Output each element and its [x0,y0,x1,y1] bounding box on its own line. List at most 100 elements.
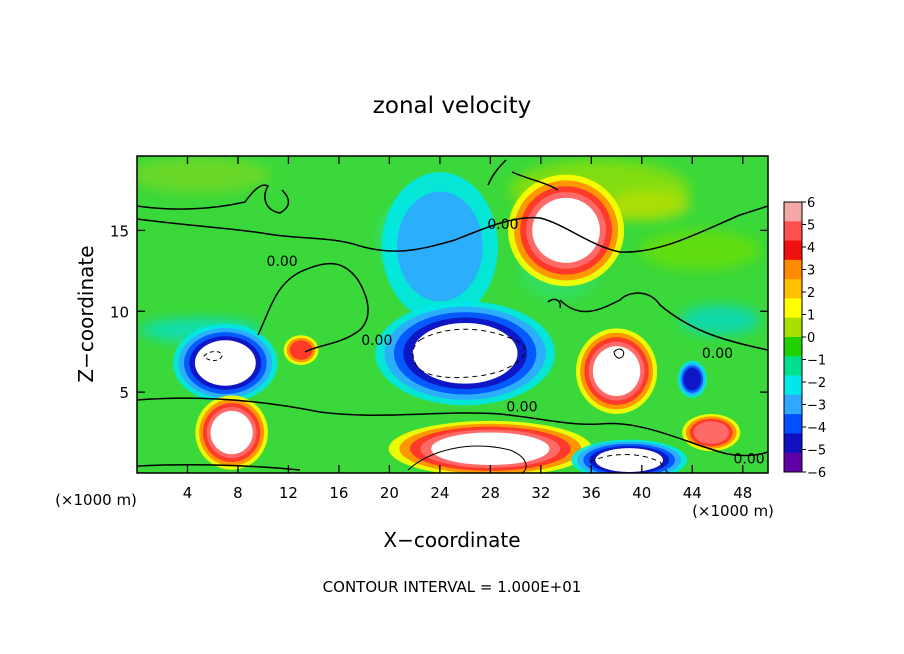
velocity-feature [283,335,319,365]
velocity-field [137,157,760,473]
velocity-contour-band [683,367,702,391]
x-tick-label: 12 [279,484,298,502]
x-tick-label: 24 [430,484,449,502]
contour-line [589,454,669,473]
contour-line [487,159,559,191]
chart-title: zonal velocity [373,93,531,119]
contour-line [137,184,290,214]
x-unit-left: (×1000 m) [55,491,137,509]
colorbar-swatch [784,298,802,319]
colorbar-swatch [784,221,802,242]
velocity-feature [571,439,688,473]
field-shading [610,190,690,220]
colorbar-swatch [784,394,802,415]
y-axis: 5 10 15 [110,222,768,402]
velocity-contour-band [194,340,256,386]
x-tick-label: 32 [531,484,550,502]
x-tick-label: 16 [329,484,348,502]
colorbar-swatch [784,259,802,280]
plot-frame [136,155,769,474]
contour-line [613,348,625,359]
field-shading [137,157,270,193]
velocity-feature [677,360,707,398]
velocity-contour-band [431,432,550,465]
colorbar-swatch [784,433,802,454]
x-tick-label: 44 [683,484,702,502]
colorbar-tick-label: 6 [807,196,815,211]
velocity-feature [195,395,268,470]
colorbar-swatch [784,356,802,377]
contour-line [137,397,768,457]
velocity-contour-band [210,410,253,455]
y-tick-label: 5 [119,384,129,402]
field-shading [640,230,760,270]
colorbar-tick-label: 2 [807,286,815,301]
colorbar-tick-label: 1 [807,309,815,324]
contour-line [547,298,562,309]
contour-label: 0.00 [361,333,392,349]
colorbar-tick-label: −3 [807,399,826,414]
contour-line [137,205,768,253]
contour-line [137,464,301,471]
x-axis: 4 8 12 16 20 24 28 32 36 40 44 48 [183,156,752,502]
contour-line [559,292,768,351]
velocity-contour-band [412,322,518,384]
y-axis-label: Z−coordinate [74,245,98,382]
velocity-contour-band [396,191,483,302]
x-tick-label: 8 [233,484,243,502]
contour-line [203,351,223,361]
velocity-contour-band [592,346,641,397]
velocity-contour-band [289,340,313,360]
colorbar: 6 5 4 3 2 1 0 −1 −2 −3 −4 −5 −6 [783,196,826,481]
colorbar-tick-label: 5 [807,219,815,234]
colorbar-tick-label: 4 [807,241,815,256]
colorbar-swatch [784,375,802,396]
velocity-feature [682,413,741,452]
x-unit-right: (×1000 m) [692,502,774,520]
velocity-feature [508,174,625,287]
plot-area: 0.00 0.00 0.00 0.00 0.00 0.00 [136,155,769,474]
x-tick-label: 28 [481,484,500,502]
colorbar-swatch [784,414,802,434]
velocity-contour-band [693,421,729,444]
colorbar-swatch [784,452,802,473]
velocity-contour-band [595,448,664,472]
x-tick-label: 40 [632,484,651,502]
colorbar-tick-label: −5 [807,444,826,459]
colorbar-tick-label: 0 [807,331,815,346]
velocity-feature [173,323,278,403]
velocity-feature [575,328,658,414]
velocity-feature [381,172,498,321]
colorbar-swatch [784,317,802,338]
contour-label: 0.00 [487,217,518,233]
contour-interval-note: CONTOUR INTERVAL = 1.000E+01 [323,578,582,596]
contour-line [407,445,527,473]
colorbar-tick-label: −1 [807,354,826,369]
colorbar-tick-label: 3 [807,264,815,279]
x-tick-label: 20 [380,484,399,502]
x-tick-label: 48 [733,484,752,502]
colorbar-swatch [784,240,802,261]
x-tick-label: 4 [183,484,193,502]
contour-line [257,262,369,353]
velocity-feature [375,301,556,406]
colorbar-swatch [784,202,802,222]
contour-label: 0.00 [506,400,537,416]
y-tick-label: 15 [110,222,129,240]
x-axis-label: X−coordinate [383,528,520,552]
colorbar-tick-label: −6 [807,466,826,481]
colorbar-swatch [784,279,802,299]
contour-label: 0.00 [702,346,733,362]
y-tick-label: 10 [110,303,129,321]
colorbar-tick-label: −2 [807,376,826,391]
zero-contours [137,159,768,473]
colorbar-tick-label: −4 [807,421,826,436]
contour-labels: 0.00 0.00 0.00 0.00 0.00 0.00 [267,217,765,468]
contour-label: 0.00 [733,451,764,467]
contour-label: 0.00 [267,254,298,270]
field-shading [680,305,760,335]
x-tick-label: 36 [582,484,601,502]
velocity-contour-band [532,197,600,263]
colorbar-swatch [784,337,802,357]
